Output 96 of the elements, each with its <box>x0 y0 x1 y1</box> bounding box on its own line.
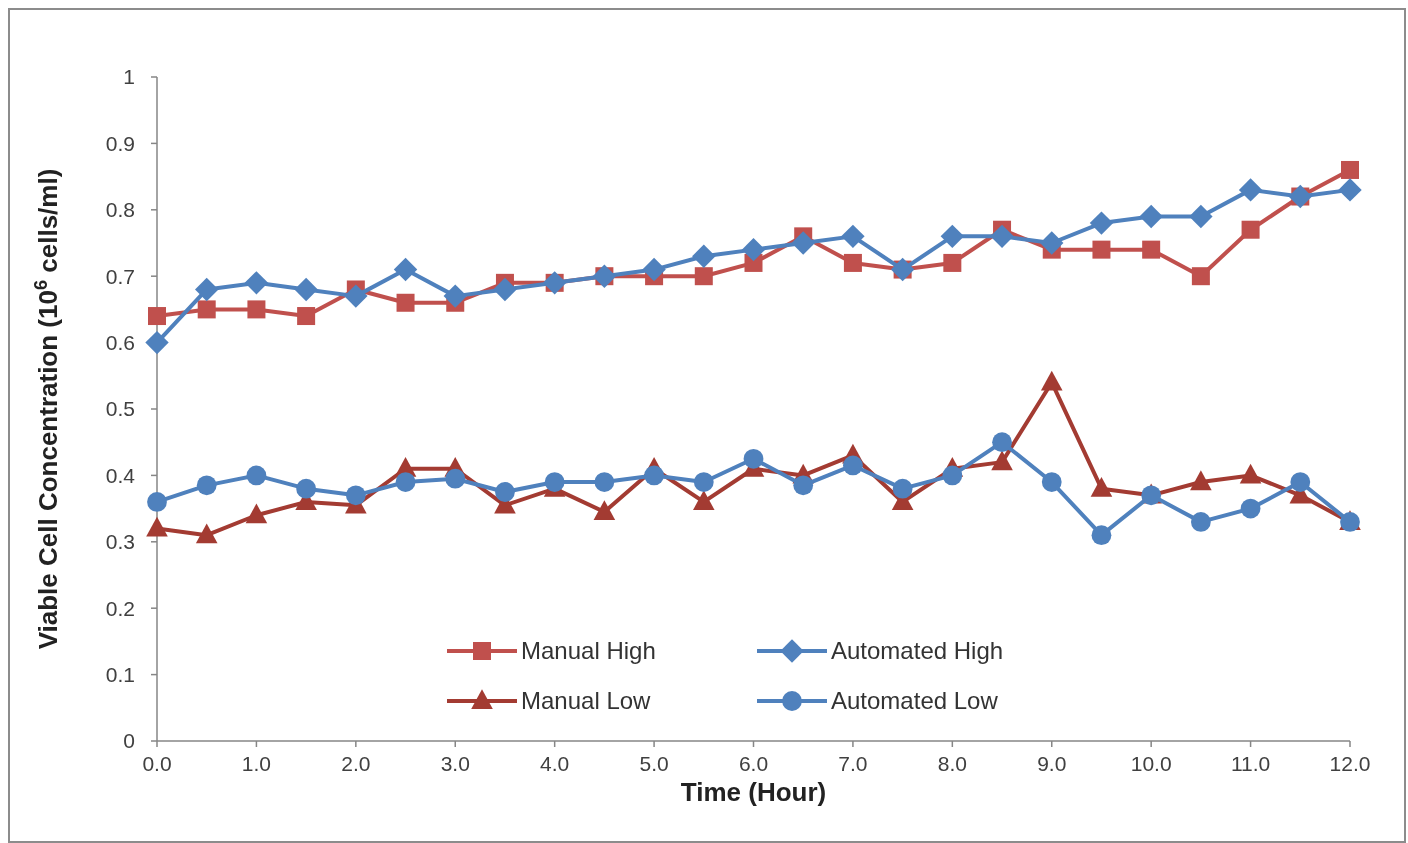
point <box>244 271 269 295</box>
point <box>395 472 416 492</box>
point <box>1341 160 1359 179</box>
x-tick-label: 5.0 <box>639 752 669 775</box>
y-tick-label: 0.5 <box>105 397 135 421</box>
point <box>692 244 716 268</box>
point <box>1139 204 1163 229</box>
y-tick-label: 0.7 <box>105 264 135 288</box>
point <box>147 492 167 512</box>
point <box>297 307 316 326</box>
x-tick-label: 1.0 <box>241 752 272 775</box>
y-tick-label: 0.6 <box>105 330 135 354</box>
point <box>195 523 218 544</box>
point <box>197 300 216 319</box>
point <box>1092 240 1111 259</box>
point <box>642 257 666 282</box>
point <box>148 307 166 326</box>
point <box>1040 231 1064 255</box>
point <box>294 277 318 302</box>
x-tick-label: 0.0 <box>142 752 172 775</box>
legend-label: Manual High <box>521 637 656 665</box>
point <box>145 330 169 355</box>
x-tick-label: 11.0 <box>1230 752 1271 775</box>
point <box>245 503 268 524</box>
point <box>495 482 515 502</box>
x-axis-title: Time (Hour) <box>680 777 827 807</box>
y-tick-label: 1 <box>123 65 135 89</box>
y-tick-label: 0.3 <box>105 530 135 554</box>
y-tick-label: 0.8 <box>105 198 135 222</box>
point <box>393 257 418 282</box>
point <box>493 277 517 302</box>
point <box>892 478 913 499</box>
point <box>843 253 862 272</box>
point <box>345 485 366 506</box>
point <box>1338 178 1362 202</box>
point <box>544 472 565 492</box>
x-tick-label: 9.0 <box>1037 752 1067 775</box>
point <box>644 465 664 486</box>
point <box>1089 211 1114 235</box>
point <box>396 293 415 312</box>
point <box>791 231 815 255</box>
point <box>1090 476 1113 497</box>
point <box>1239 463 1262 484</box>
y-tick-label: 0 <box>123 729 135 753</box>
point <box>991 450 1013 471</box>
point <box>1240 498 1261 519</box>
legend-label: Automated Low <box>831 687 999 715</box>
y-tick-label: 0.2 <box>105 596 135 620</box>
point <box>443 284 467 308</box>
point <box>1190 511 1211 532</box>
point <box>942 465 963 486</box>
point <box>793 475 814 496</box>
point <box>992 432 1012 453</box>
point <box>1041 472 1062 492</box>
point <box>692 490 715 511</box>
x-tick-label: 8.0 <box>937 752 967 775</box>
point <box>344 284 368 308</box>
point <box>1238 178 1263 202</box>
point <box>247 300 266 319</box>
x-tick-label: 4.0 <box>540 752 570 775</box>
x-tick-label: 6.0 <box>738 752 769 775</box>
point <box>1191 267 1210 286</box>
point <box>741 237 766 262</box>
point <box>940 224 965 249</box>
point <box>990 224 1014 249</box>
point <box>1091 525 1112 546</box>
x-tick-label: 7.0 <box>838 752 868 775</box>
point <box>1142 240 1161 259</box>
point <box>1241 220 1260 239</box>
point <box>1040 370 1063 391</box>
point <box>1290 472 1311 492</box>
point <box>296 478 317 499</box>
point <box>943 253 962 272</box>
x-tick-label: 3.0 <box>440 752 470 775</box>
legend-label: Manual Low <box>521 687 652 715</box>
point <box>1189 204 1213 229</box>
x-tick-label: 10.0 <box>1130 752 1172 775</box>
point <box>593 500 616 521</box>
point <box>146 516 168 537</box>
x-tick-label: 2.0 <box>341 752 371 775</box>
point <box>246 465 267 486</box>
point <box>743 448 764 469</box>
point <box>841 224 865 249</box>
point <box>694 267 713 286</box>
point <box>195 277 219 302</box>
point <box>693 472 714 492</box>
point <box>196 475 217 496</box>
point <box>594 472 615 492</box>
legend-label: Automated High <box>831 637 1004 665</box>
point <box>445 468 466 489</box>
y-tick-label: 0.1 <box>105 662 135 686</box>
y-tick-label: 0.9 <box>105 131 135 155</box>
y-tick-label: 0.4 <box>105 463 136 487</box>
point <box>1190 470 1212 491</box>
point <box>843 455 863 476</box>
x-tick-label: 12.0 <box>1329 752 1371 775</box>
